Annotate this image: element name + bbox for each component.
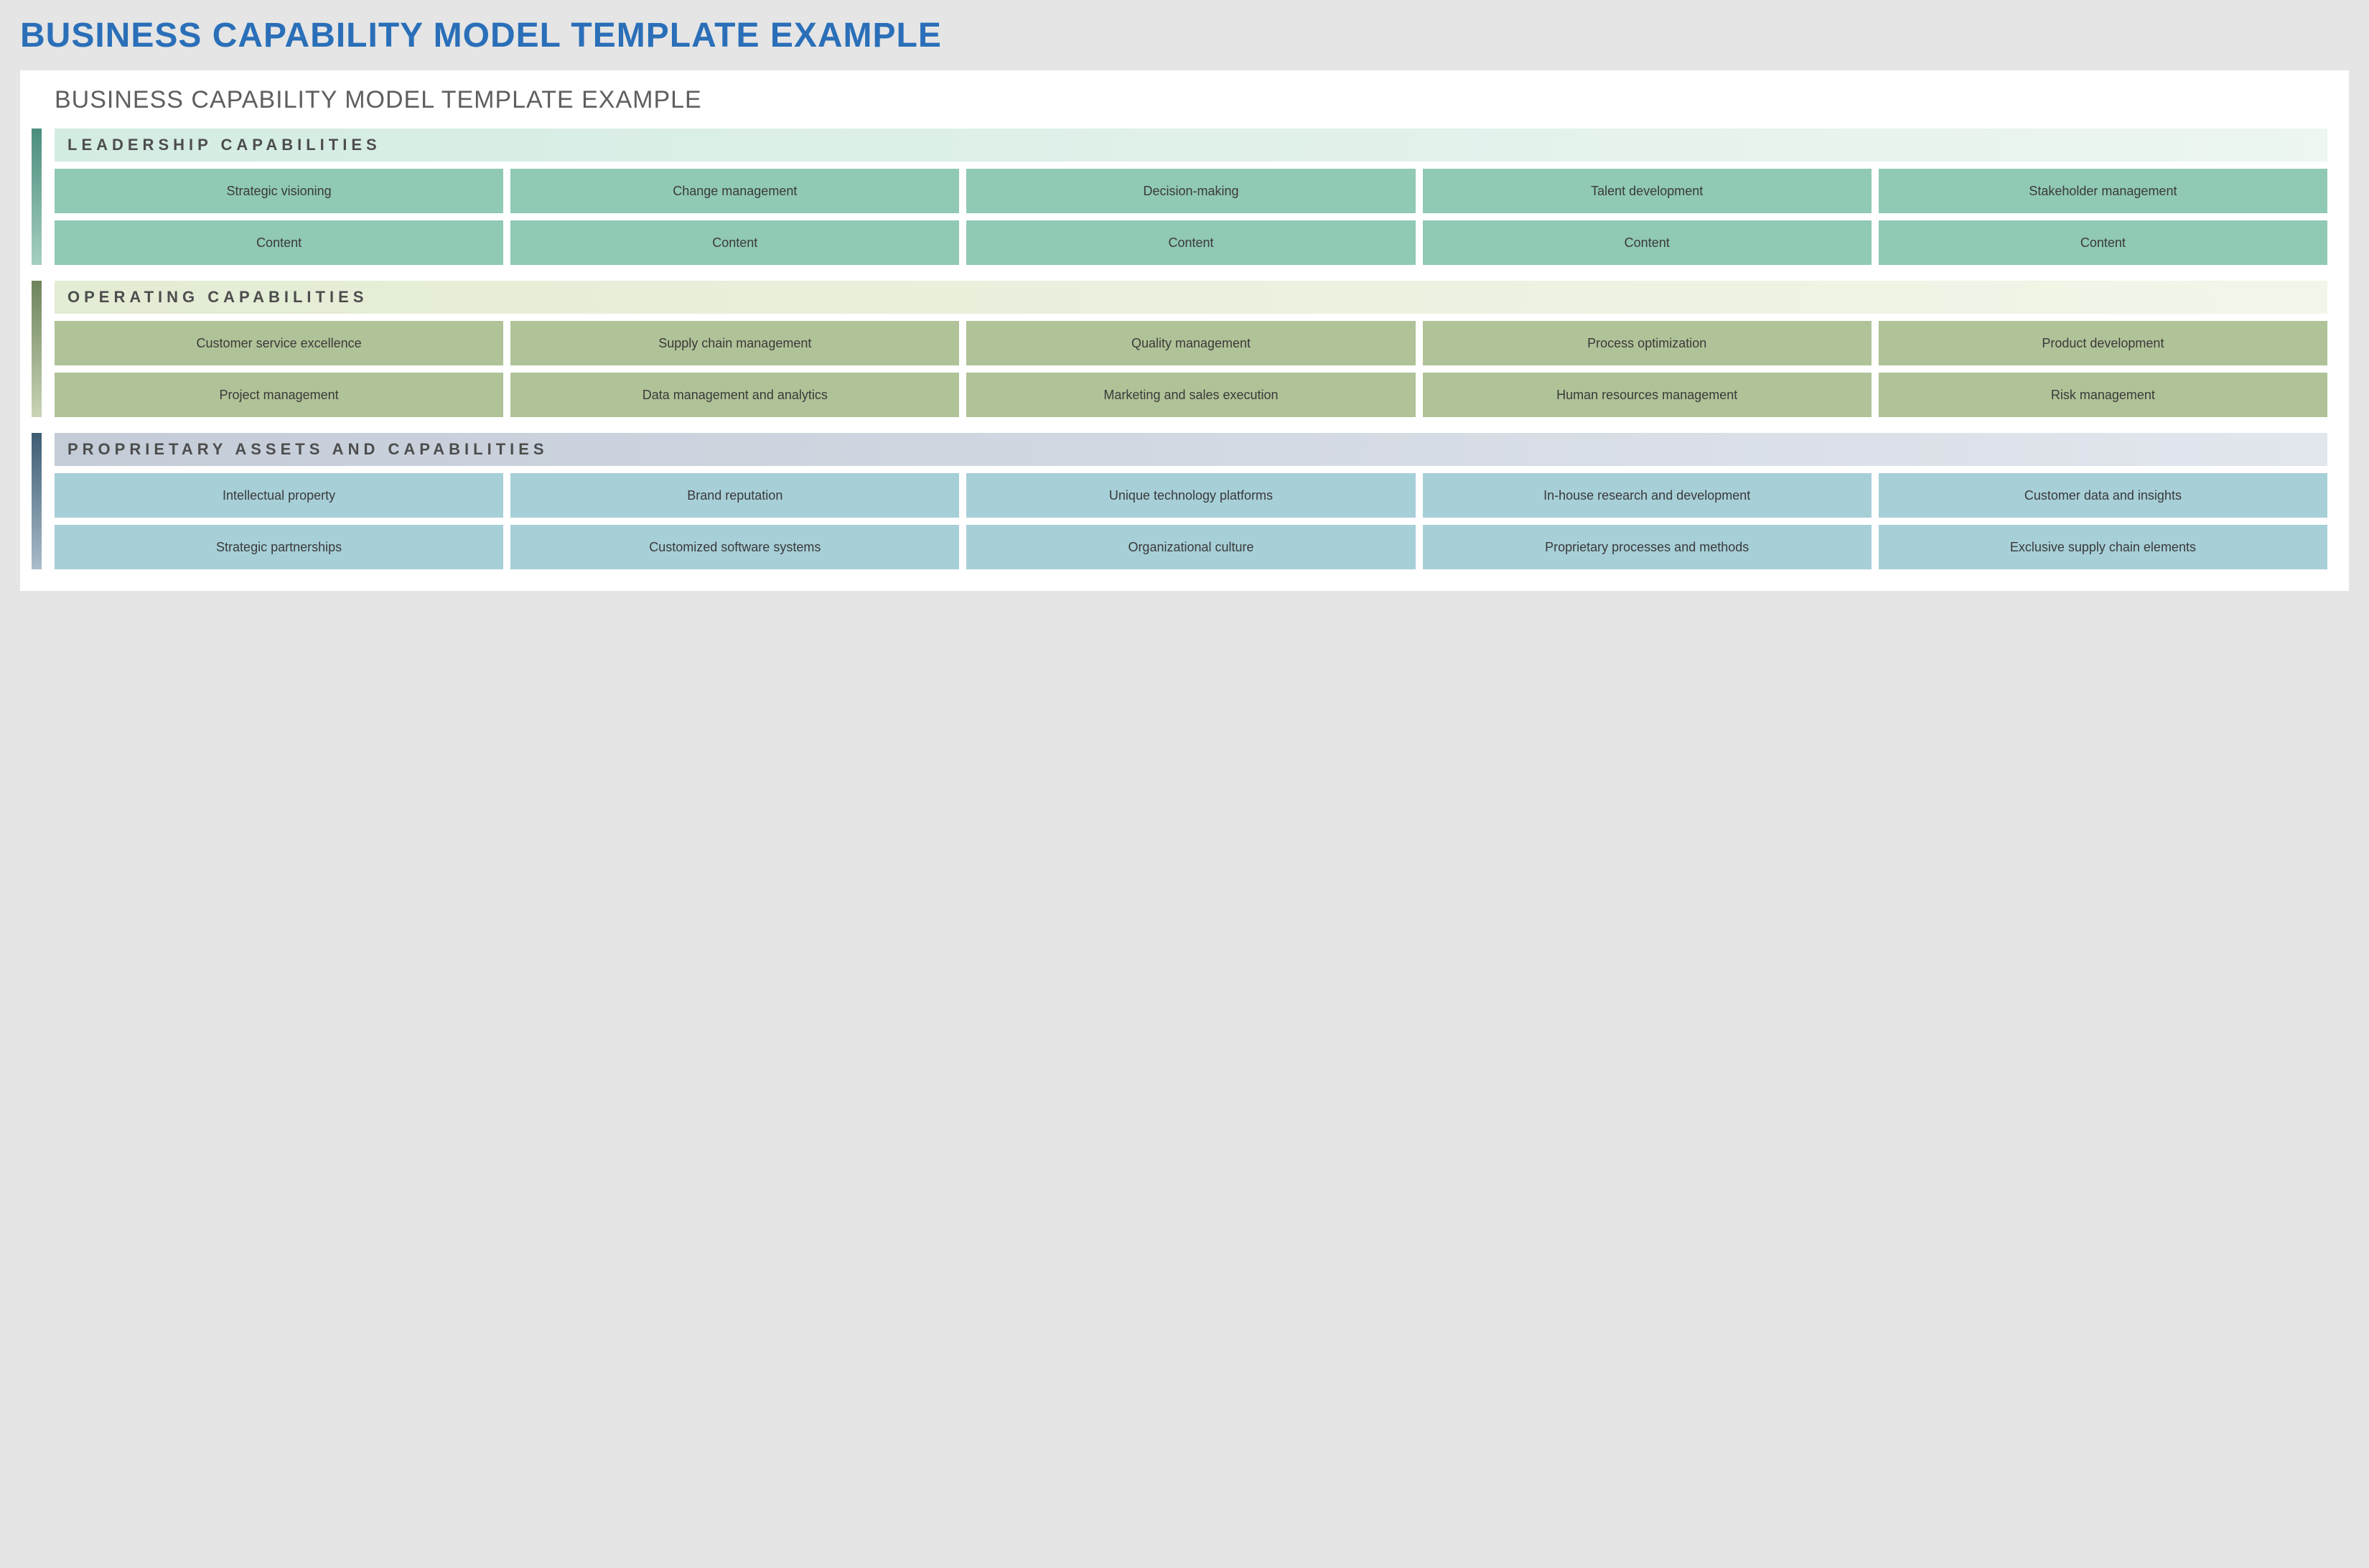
capability-cell: Unique technology platforms <box>966 473 1415 518</box>
section-header: PROPRIETARY ASSETS AND CAPABILITIES <box>55 433 2327 466</box>
capability-cell: Content <box>1879 220 2327 265</box>
capability-grid: Strategic visioningChange managementDeci… <box>55 169 2327 265</box>
capability-cell: Marketing and sales execution <box>966 373 1415 417</box>
capability-cell: Process optimization <box>1423 321 1872 365</box>
capability-cell: Talent development <box>1423 169 1872 213</box>
capability-cell: Strategic partnerships <box>55 525 503 569</box>
capability-cell: Customer service excellence <box>55 321 503 365</box>
capability-cell: Risk management <box>1879 373 2327 417</box>
card-title: BUSINESS CAPABILITY MODEL TEMPLATE EXAMP… <box>55 86 2327 114</box>
capability-cell: Intellectual property <box>55 473 503 518</box>
section-leadership: LEADERSHIP CAPABILITIES Strategic visioni… <box>30 129 2327 265</box>
capability-cell: Project management <box>55 373 503 417</box>
section-header: LEADERSHIP CAPABILITIES <box>55 129 2327 162</box>
capability-cell: Proprietary processes and methods <box>1423 525 1872 569</box>
section-accent-bar <box>32 281 42 417</box>
capability-cell: Organizational culture <box>966 525 1415 569</box>
sections-container: LEADERSHIP CAPABILITIES Strategic visioni… <box>30 129 2327 569</box>
capability-cell: Decision-making <box>966 169 1415 213</box>
template-card: BUSINESS CAPABILITY MODEL TEMPLATE EXAMP… <box>20 70 2349 591</box>
capability-cell: Human resources management <box>1423 373 1872 417</box>
capability-cell: Content <box>510 220 959 265</box>
capability-cell: Customized software systems <box>510 525 959 569</box>
capability-cell: Quality management <box>966 321 1415 365</box>
capability-cell: Customer data and insights <box>1879 473 2327 518</box>
capability-cell: Change management <box>510 169 959 213</box>
page-title: BUSINESS CAPABILITY MODEL TEMPLATE EXAMP… <box>20 14 2349 57</box>
capability-cell: Exclusive supply chain elements <box>1879 525 2327 569</box>
capability-cell: Content <box>966 220 1415 265</box>
capability-cell: Stakeholder management <box>1879 169 2327 213</box>
section-accent-bar <box>32 129 42 265</box>
capability-cell: Data management and analytics <box>510 373 959 417</box>
capability-cell: Content <box>55 220 503 265</box>
section-proprietary: PROPRIETARY ASSETS AND CAPABILITIES Intel… <box>30 433 2327 569</box>
section-operating: OPERATING CAPABILITIES Customer service e… <box>30 281 2327 417</box>
capability-cell: Content <box>1423 220 1872 265</box>
capability-cell: Supply chain management <box>510 321 959 365</box>
section-header: OPERATING CAPABILITIES <box>55 281 2327 314</box>
capability-cell: In-house research and development <box>1423 473 1872 518</box>
capability-cell: Strategic visioning <box>55 169 503 213</box>
capability-cell: Product development <box>1879 321 2327 365</box>
capability-grid: Intellectual propertyBrand reputationUni… <box>55 473 2327 569</box>
capability-cell: Brand reputation <box>510 473 959 518</box>
section-accent-bar <box>32 433 42 569</box>
capability-grid: Customer service excellenceSupply chain … <box>55 321 2327 417</box>
